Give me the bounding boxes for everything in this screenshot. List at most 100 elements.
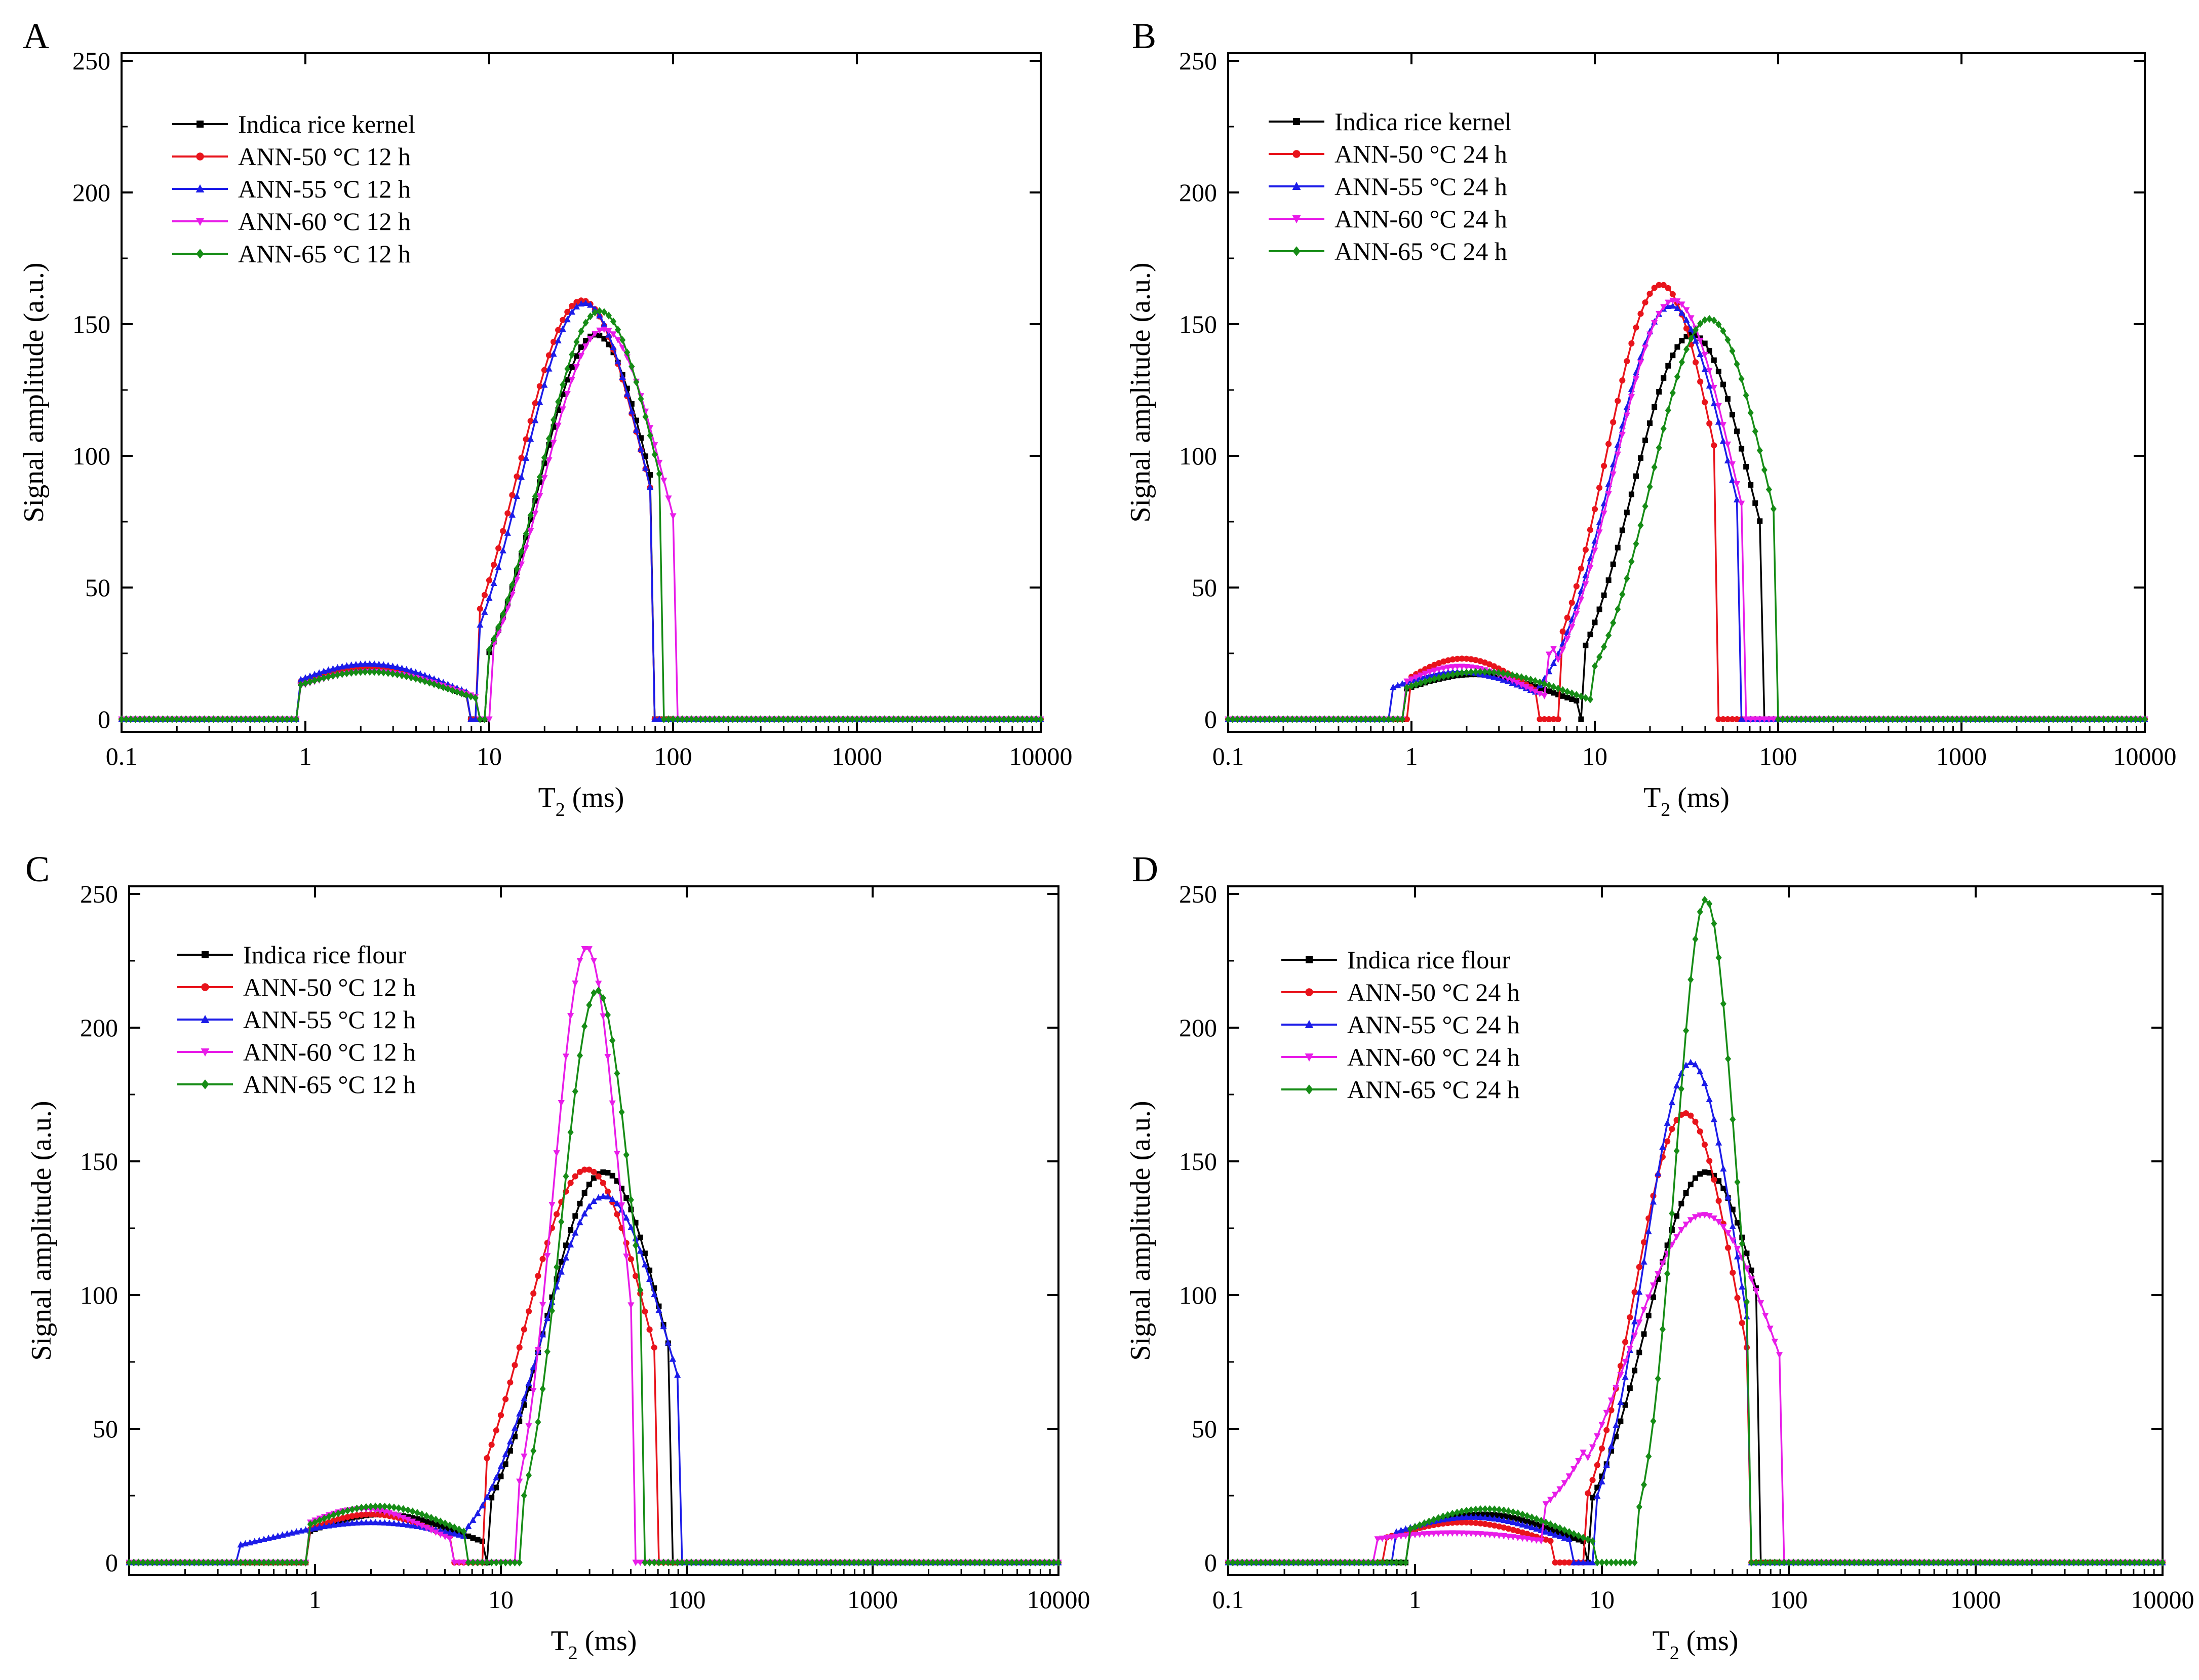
data-point: [486, 594, 493, 601]
data-point: [800, 1558, 806, 1567]
data-point: [1734, 428, 1740, 435]
data-point: [509, 492, 516, 498]
legend-label: Indica rice kernel: [238, 110, 415, 138]
data-point: [1821, 715, 1827, 723]
data-point: [1587, 527, 1593, 533]
data-point: [481, 592, 488, 598]
data-point: [577, 1200, 583, 1206]
y-tick-label: 0: [1204, 705, 1217, 733]
data-point: [2128, 715, 2134, 723]
data-point: [619, 373, 626, 380]
data-point: [405, 1506, 411, 1514]
data-point: [421, 677, 428, 685]
data-point: [1501, 1524, 1507, 1531]
data-point: [1293, 715, 1300, 723]
x-tick-label: 10: [488, 1585, 514, 1614]
data-point: [1724, 1193, 1732, 1200]
data-point: [371, 668, 378, 676]
data-point: [516, 1344, 523, 1351]
data-point: [1463, 1513, 1470, 1520]
data-point: [426, 673, 433, 680]
data-point: [1871, 715, 1878, 723]
data-point: [1596, 484, 1603, 491]
data-point: [1610, 619, 1617, 627]
data-point: [183, 715, 189, 723]
data-point: [390, 1503, 398, 1511]
data-point: [1468, 1519, 1474, 1526]
data-point: [1555, 691, 1561, 697]
data-point: [1583, 642, 1589, 648]
data-point: [302, 1558, 309, 1567]
data-point: [1528, 1513, 1535, 1521]
data-point: [1715, 1219, 1722, 1226]
data-point: [609, 1036, 616, 1045]
data-point: [228, 715, 235, 723]
data-point: [1300, 1558, 1306, 1567]
data-point: [442, 1525, 448, 1531]
data-point: [1655, 1276, 1661, 1282]
data-point: [1281, 1558, 1287, 1567]
data-point: [1683, 1027, 1690, 1035]
data-point: [467, 715, 475, 722]
data-point: [1874, 1558, 1881, 1567]
data-point: [595, 981, 602, 988]
data-point: [1422, 666, 1429, 673]
data-point: [624, 385, 630, 392]
data-point: [1543, 1518, 1549, 1527]
data-point: [1678, 301, 1685, 308]
data-point: [581, 1190, 587, 1196]
data-point: [1982, 1558, 1988, 1567]
data-point: [1752, 500, 1758, 506]
data-point: [1568, 599, 1575, 606]
data-point: [2010, 1558, 2016, 1567]
data-point: [1632, 1368, 1638, 1374]
data-point: [395, 1513, 402, 1520]
data-point: [455, 1559, 463, 1567]
data-point: [748, 715, 755, 723]
data-point: [1812, 715, 1818, 723]
data-point: [628, 1206, 634, 1213]
data-point: [1411, 1532, 1419, 1539]
data-point: [335, 1520, 342, 1528]
data-point: [627, 1196, 634, 1204]
data-point: [1543, 1536, 1549, 1543]
data-point: [610, 317, 617, 326]
data-point: [2114, 715, 2121, 723]
data-point: [1541, 680, 1548, 688]
data-point: [753, 715, 759, 723]
data-point: [1693, 332, 1699, 338]
data-point: [1267, 1558, 1274, 1567]
data-point: [470, 1535, 476, 1541]
data-point: [1225, 715, 1232, 723]
data-point: [1673, 1234, 1680, 1240]
data-point: [539, 1331, 546, 1338]
data-point: [438, 1523, 444, 1529]
data-point: [1542, 1528, 1549, 1535]
data-point: [693, 715, 699, 723]
data-point: [1573, 583, 1580, 590]
data-point: [1426, 669, 1433, 676]
series-line: [1228, 1214, 2163, 1564]
data-point: [1837, 1558, 1843, 1567]
data-point: [693, 1558, 699, 1567]
data-point: [1655, 1375, 1661, 1383]
data-point: [1615, 605, 1621, 613]
data-point: [828, 1558, 834, 1567]
data-point: [1371, 715, 1378, 723]
data-point: [1524, 1518, 1530, 1525]
data-point: [2019, 1558, 2026, 1567]
y-tick-label: 150: [1179, 1147, 1217, 1176]
data-point: [1730, 1206, 1736, 1213]
data-point: [841, 1558, 848, 1567]
data-point: [1524, 1512, 1530, 1520]
data-point: [743, 715, 750, 723]
data-point: [1505, 1507, 1512, 1515]
data-point: [493, 1474, 500, 1480]
data-point: [508, 511, 516, 518]
data-point: [604, 1188, 611, 1195]
data-point: [512, 1433, 518, 1439]
data-point: [1715, 403, 1722, 410]
data-point: [484, 1558, 490, 1567]
data-point: [2043, 1558, 2049, 1567]
